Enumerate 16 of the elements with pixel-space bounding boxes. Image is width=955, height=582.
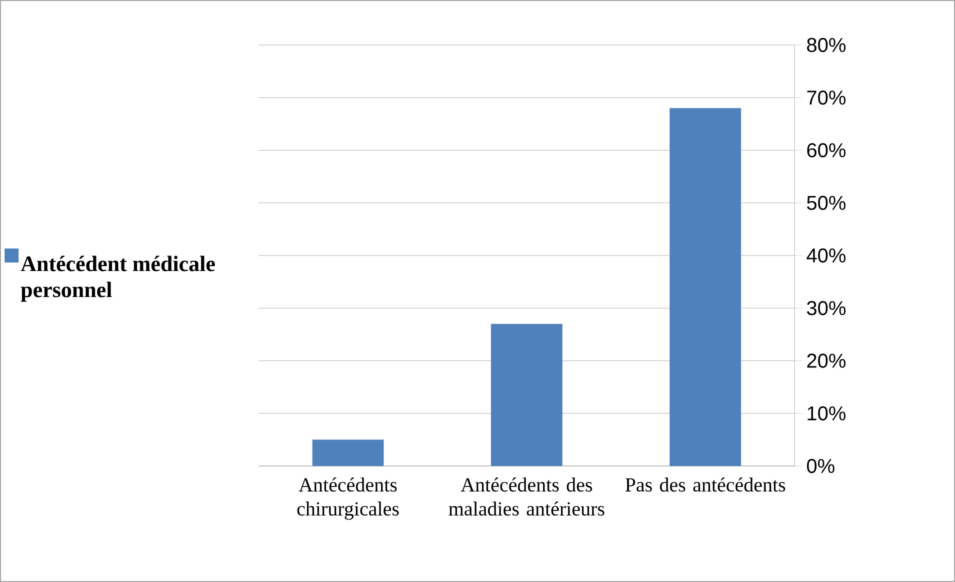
y-tick-label: 70%: [807, 90, 846, 105]
y-tick-label: 50%: [807, 196, 846, 210]
y-tick-label: 80%: [807, 38, 846, 52]
x-tick-label: Antécédents des maladies antérieurs: [448, 478, 604, 516]
y-tick-label: 60%: [807, 143, 846, 158]
legend-label: Antécédent médicale personnel: [20, 256, 215, 302]
bar: [312, 440, 384, 466]
y-tick-label: 0%: [806, 458, 834, 474]
y-tick-label: 20%: [807, 354, 846, 368]
x-tick-label: Antécédents chirurgicales: [297, 478, 399, 520]
x-tick-label: Pas des antécédents: [625, 478, 786, 492]
y-tick-label: 40%: [806, 248, 846, 263]
y-tick-label: 10%: [808, 406, 846, 420]
bar: [490, 324, 562, 466]
bar: [670, 108, 742, 466]
y-tick-label: 30%: [806, 301, 846, 316]
